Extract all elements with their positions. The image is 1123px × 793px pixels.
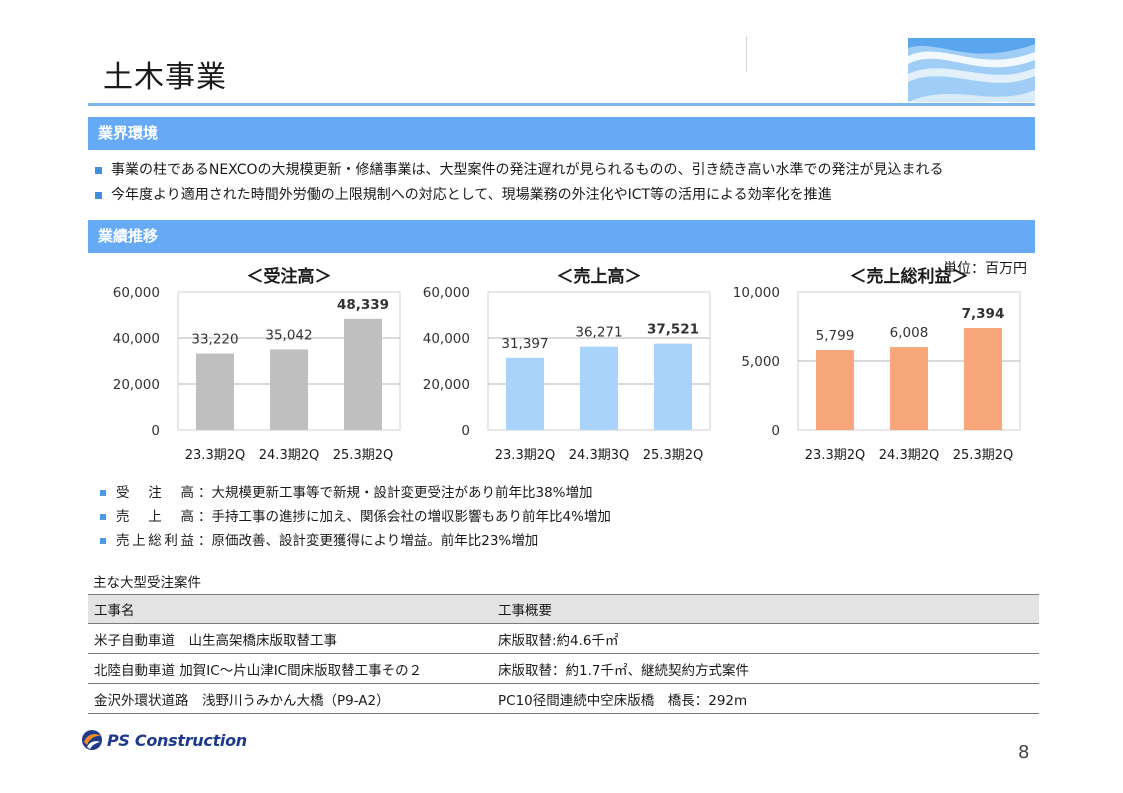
- y-tick-label: 5,000: [741, 354, 780, 370]
- chart-svg: ＜売上総利益＞ 0 5,000 10,000 5,799 23.3期2Q 6,008 24.3…: [733, 266, 1021, 463]
- y-tick-label: 10,000: [733, 285, 780, 301]
- industry-bullet: 今年度より適用された時間外労働の上限規制への対応として、現場業務の外注化やICT…: [95, 183, 944, 208]
- industry-bullet: 事業の柱であるNEXCOの大規模更新・修繕事業は、大型案件の発注遅れが見られるも…: [95, 158, 944, 183]
- results-annotations: 受注高 ：大規模更新工事等で新規・設計変更受注があり前年比38%増加 売上高 ：手持…: [100, 481, 611, 553]
- logo-mark-icon: [82, 730, 102, 750]
- data-label: 31,397: [501, 336, 548, 352]
- data-label: 33,220: [191, 332, 238, 348]
- y-tick-label: 40,000: [113, 331, 160, 347]
- section-industry-heading: 業界環境: [88, 117, 1035, 150]
- projects-table: 工事名 工事概要 米子自動車道 山生高架橋床版取替工事 床版取替:約4.6千㎡ …: [88, 594, 1039, 714]
- page-title: 土木事業: [103, 60, 227, 95]
- bar: [506, 357, 544, 430]
- y-tick-label: 0: [771, 423, 780, 439]
- bar: [344, 318, 382, 430]
- x-tick-label: 23.3期2Q: [495, 448, 555, 463]
- y-tick-label: 60,000: [113, 285, 160, 301]
- data-label: 7,394: [962, 306, 1005, 322]
- orders-chart: ＜受注高＞ 0 20,000 40,000 60,000 33,220 23.3期2Q 35,…: [100, 262, 410, 467]
- bullet-square-icon: [100, 514, 106, 520]
- y-tick-label: 20,000: [423, 377, 470, 393]
- bar: [654, 343, 692, 430]
- bullet-square-icon: [95, 192, 102, 199]
- chart-svg: ＜売上高＞ 0 20,000 40,000 60,000 31,397 23.3期2Q 36,…: [423, 266, 711, 463]
- projects-caption: 主な大型受注案件: [93, 575, 201, 591]
- chart-title: ＜売上高＞: [557, 266, 642, 287]
- table-cell: 床版取替:約4.6千㎡: [492, 623, 1039, 654]
- table-cell: 金沢外環状道路 浅野川うみかん大橋（P9-A2）: [88, 683, 492, 714]
- x-tick-label: 24.3期2Q: [879, 448, 939, 463]
- industry-bullets: 事業の柱であるNEXCOの大規模更新・修繕事業は、大型案件の発注遅れが見られるも…: [95, 158, 944, 208]
- table-row: 米子自動車道 山生高架橋床版取替工事 床版取替:約4.6千㎡: [88, 623, 1039, 654]
- x-tick-label: 25.3期2Q: [953, 448, 1013, 463]
- bar: [580, 346, 618, 430]
- y-tick-label: 40,000: [423, 331, 470, 347]
- bullet-square-icon: [100, 490, 106, 496]
- table-cell: 北陸自動車道 加賀IC～片山津IC間床版取替工事その２: [88, 653, 492, 684]
- section-results-heading: 業績推移: [88, 220, 1035, 253]
- title-underline: [88, 103, 1035, 106]
- x-tick-label: 23.3期2Q: [185, 448, 245, 463]
- data-label: 35,042: [265, 327, 312, 343]
- table-cell: 米子自動車道 山生高架橋床版取替工事: [88, 623, 492, 654]
- x-tick-label: 23.3期2Q: [805, 448, 865, 463]
- company-logo: PS Construction: [81, 729, 247, 751]
- x-tick-label: 25.3期2Q: [643, 448, 703, 463]
- unit-label: 単位：百万円: [943, 261, 1027, 277]
- y-tick-label: 0: [151, 423, 160, 439]
- gross-profit-chart: ＜売上総利益＞ 0 5,000 10,000 5,799 23.3期2Q 6,008 24.3…: [720, 262, 1030, 467]
- bullet-square-icon: [95, 167, 102, 174]
- bullet-square-icon: [100, 538, 106, 544]
- annotation-item: 売上高 ：手持工事の進捗に加え、関係会社の増収影響もあり前年比4%増加: [100, 505, 611, 529]
- table-header-row: 工事名 工事概要: [88, 594, 1039, 624]
- wave-decoration: [908, 38, 1035, 102]
- y-tick-label: 0: [461, 423, 470, 439]
- data-label: 48,339: [337, 297, 389, 313]
- chart-title: ＜受注高＞: [247, 266, 332, 287]
- table-cell: PC10径間連続中空床版橋 橋長：292m: [492, 683, 1039, 714]
- table-cell: 床版取替：約1.7千㎡、継続契約方式案件: [492, 653, 1039, 684]
- bar: [964, 327, 1002, 430]
- table-row: 金沢外環状道路 浅野川うみかん大橋（P9-A2） PC10径間連続中空床版橋 橋…: [88, 683, 1039, 714]
- bar: [816, 349, 854, 430]
- annotation-item: 売上総利益 ：原価改善、設計変更獲得により増益。前年比23%増加: [100, 529, 611, 553]
- x-tick-label: 25.3期2Q: [333, 448, 393, 463]
- bar: [270, 349, 308, 430]
- chart-svg: ＜受注高＞ 0 20,000 40,000 60,000 33,220 23.3期2Q 35,…: [113, 266, 401, 463]
- data-label: 36,271: [575, 325, 622, 341]
- data-label: 6,008: [890, 325, 929, 341]
- sales-chart: ＜売上高＞ 0 20,000 40,000 60,000 31,397 23.3期2Q 36,…: [410, 262, 720, 467]
- y-tick-label: 60,000: [423, 285, 470, 301]
- logo-text: PS Construction: [107, 730, 247, 750]
- data-label: 37,521: [647, 322, 699, 338]
- bar: [890, 347, 928, 430]
- x-tick-label: 24.3期3Q: [569, 448, 629, 463]
- bar: [196, 353, 234, 430]
- annotation-item: 受注高 ：大規模更新工事等で新規・設計変更受注があり前年比38%増加: [100, 481, 611, 505]
- chart-title: ＜売上総利益＞: [850, 266, 969, 287]
- data-label: 5,799: [816, 328, 855, 344]
- header-divider: [746, 36, 747, 72]
- x-tick-label: 24.3期2Q: [259, 448, 319, 463]
- page-number: 8: [1018, 742, 1030, 763]
- column-header: 工事概要: [492, 594, 1039, 624]
- y-tick-label: 20,000: [113, 377, 160, 393]
- table-row: 北陸自動車道 加賀IC～片山津IC間床版取替工事その２ 床版取替：約1.7千㎡、…: [88, 653, 1039, 684]
- column-header: 工事名: [88, 594, 492, 624]
